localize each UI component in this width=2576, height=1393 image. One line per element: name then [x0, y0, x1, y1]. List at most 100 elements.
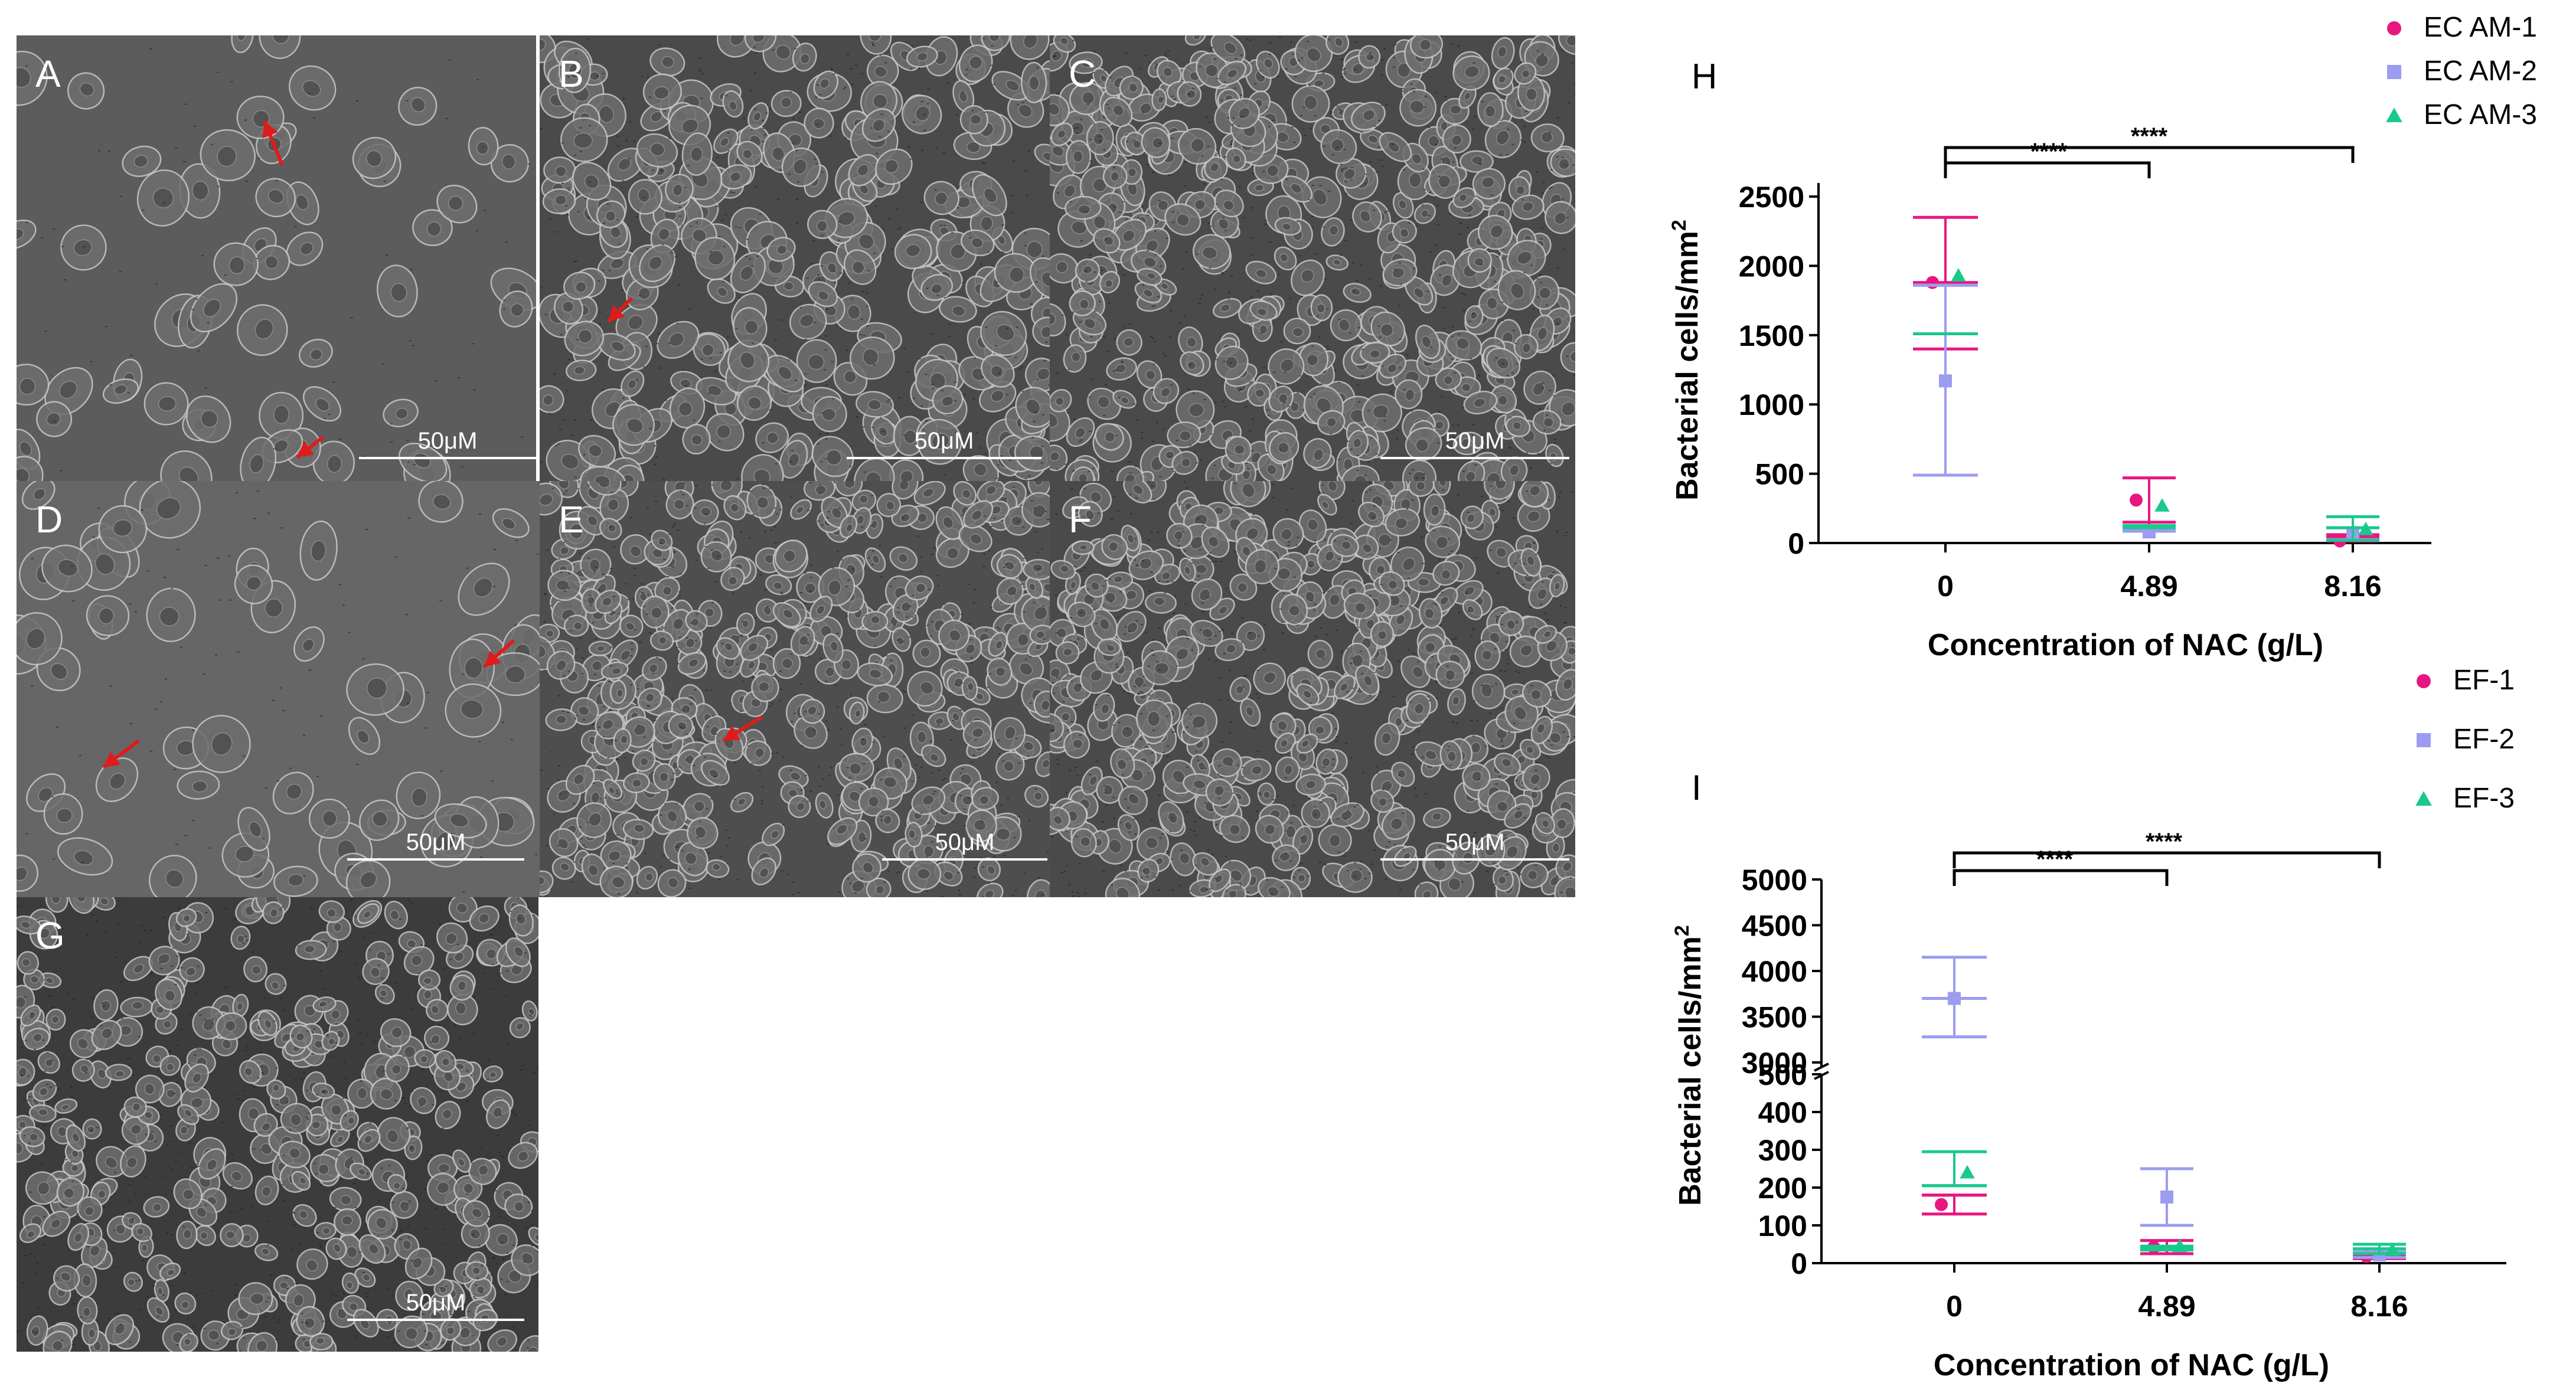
axis-break [1814, 1062, 1829, 1072]
x-axis-label: Concentration of NAC (g/L) [1928, 628, 2323, 662]
red-arrow-head [103, 751, 121, 767]
y-tick-label: 300 [1758, 1134, 1807, 1167]
red-arrow-head [262, 121, 278, 139]
scale-bar-b: 50μM [847, 428, 1041, 459]
micrograph-a-image [17, 35, 536, 481]
micrograph-c: C 50μM [1050, 35, 1575, 481]
chart-h: H 0 500 1000 1500 2000 2500 0 4.89 8.16Concentrat… [1668, 12, 2537, 662]
y-tick-label: 4500 [1742, 910, 1807, 943]
micrograph-b: B 50μM [540, 35, 1050, 481]
data-point [1948, 992, 1961, 1005]
panel-label-f: F [1069, 498, 1092, 541]
micrograph-c-image [1050, 35, 1575, 481]
micrograph-e-image [540, 481, 1050, 897]
x-tick-label: 0 [1937, 570, 1954, 603]
data-point [2172, 1238, 2188, 1253]
scale-bar-g: 50μM [347, 1290, 524, 1321]
legend-marker [2417, 674, 2431, 688]
x-tick-label: 4.89 [2120, 570, 2177, 603]
y-tick-label: 500 [1758, 1058, 1807, 1091]
scale-bar-e: 50μM [882, 829, 1047, 861]
y-tick-label: 1000 [1739, 388, 1804, 421]
significance-bracket [1944, 161, 2151, 178]
micrograph-g: G 50μM [17, 897, 538, 1352]
panel-label-g: G [35, 914, 65, 957]
panel-label-h: H [1692, 57, 1717, 96]
legend-marker [2417, 733, 2431, 747]
red-arrow-head [608, 305, 625, 322]
y-tick-label: 5000 [1742, 864, 1807, 897]
scale-bar-e-label: 50μM [935, 829, 995, 855]
scale-bar-d: 50μM [347, 829, 524, 861]
y-tick-label: 3500 [1742, 1001, 1807, 1034]
y-tick-label: 3000 [1742, 1047, 1807, 1080]
panel-label-c: C [1069, 53, 1096, 95]
data-point [2154, 498, 2170, 512]
significance-bracket [1944, 146, 2355, 163]
significance-label: **** [2131, 123, 2168, 149]
data-point [2130, 493, 2143, 507]
y-tick-label: 0 [1791, 1247, 1807, 1280]
y-tick-label: 500 [1755, 458, 1804, 491]
micrograph-e: E 50μM [540, 481, 1050, 897]
y-axis-label: Bacterial cells/mm2 [1668, 220, 1705, 501]
legend-marker [2387, 65, 2401, 79]
y-tick-label: 400 [1758, 1096, 1807, 1129]
red-arrow-head [484, 650, 501, 667]
y-tick-label: 1500 [1739, 319, 1804, 352]
panel-label-i: I [1692, 768, 1702, 807]
micrograph-d-image [17, 481, 540, 897]
panel-label-b: B [559, 53, 584, 95]
y-tick-label: 100 [1758, 1209, 1807, 1242]
legend-label: EC AM-2 [2424, 55, 2537, 87]
significance-label: **** [2036, 846, 2074, 872]
panel-label-e: E [559, 498, 584, 541]
data-point [2160, 1191, 2173, 1204]
data-point [1960, 1165, 1975, 1179]
micrograph-f: F 50μM [1050, 481, 1575, 897]
data-point [1951, 268, 1966, 282]
legend-label: EC AM-3 [2424, 99, 2537, 130]
x-axis-label: Concentration of NAC (g/L) [1934, 1348, 2329, 1382]
data-point [1935, 1198, 1948, 1211]
legend-marker [2415, 791, 2432, 806]
red-arrow-head [723, 725, 741, 741]
panel-label-d: D [35, 498, 63, 541]
scale-bar-c: 50μM [1380, 428, 1569, 459]
scale-bar-a-label: 50μM [417, 428, 478, 454]
micrograph-d: D 50μM [17, 481, 540, 897]
significance-label: **** [2030, 139, 2068, 165]
scale-bar-d-label: 50μM [406, 829, 466, 855]
micrograph-g-image [17, 897, 538, 1352]
micrograph-a: A 50μM [17, 35, 536, 481]
x-tick-label: 8.16 [2350, 1290, 2408, 1323]
red-arrow-head [297, 442, 315, 457]
scale-bar-b-label: 50μM [914, 428, 974, 454]
panel-label-a: A [35, 53, 61, 95]
micrograph-b-image [540, 35, 1050, 481]
legend-marker [2386, 107, 2402, 123]
scale-bar-f: 50μM [1380, 829, 1569, 861]
x-tick-label: 4.89 [2138, 1290, 2195, 1323]
significance-bracket [1953, 869, 2169, 886]
legend-marker [2387, 21, 2401, 35]
scale-bar-a: 50μM [359, 428, 536, 459]
micrograph-f-image [1050, 481, 1575, 897]
x-tick-label: 8.16 [2324, 570, 2381, 603]
scale-bar-g-label: 50μM [406, 1290, 466, 1316]
legend-label: EF-2 [2453, 724, 2515, 755]
y-tick-label: 2000 [1739, 250, 1804, 283]
data-point [2358, 521, 2373, 535]
scale-bar-f-label: 50μM [1445, 829, 1505, 855]
data-point [2385, 1242, 2400, 1256]
scale-bar-c-label: 50μM [1445, 428, 1505, 454]
y-tick-label: 4000 [1742, 955, 1807, 988]
x-tick-label: 0 [1946, 1290, 1963, 1323]
significance-label: **** [2146, 829, 2183, 855]
legend-label: EF-3 [2453, 783, 2515, 814]
legend-label: EC AM-1 [2424, 12, 2537, 43]
y-tick-label: 200 [1758, 1172, 1807, 1205]
data-point [1926, 276, 1939, 289]
